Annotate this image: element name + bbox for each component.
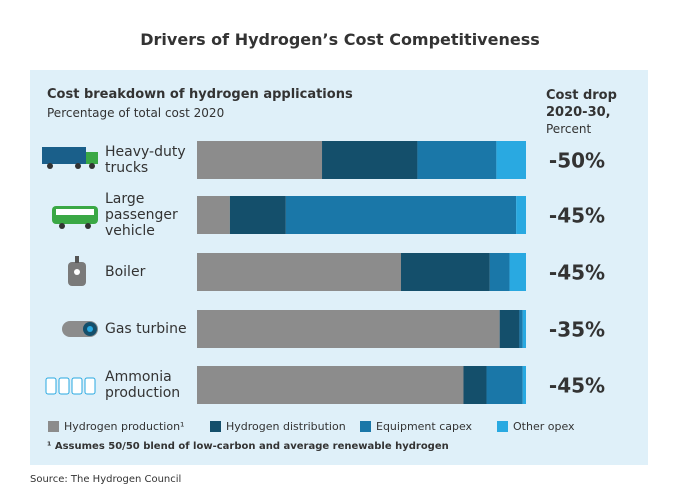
bar-segment	[522, 310, 526, 348]
bar-segment	[197, 196, 230, 234]
bar-segment	[496, 141, 526, 179]
cost-drop-label: -45%	[549, 374, 605, 398]
bar-segment	[197, 366, 464, 404]
legend-swatch	[210, 421, 221, 432]
truck-icon	[42, 147, 98, 169]
category-label: Boiler	[105, 264, 146, 280]
subtitle: Percentage of total cost 2020	[47, 106, 225, 120]
bar-segment	[197, 310, 500, 348]
cost-drop-title: Cost drop 2020-30,	[546, 88, 617, 120]
bar-segment	[322, 141, 418, 179]
bar-segment	[509, 253, 526, 291]
turbine-icon	[62, 321, 98, 337]
legend-swatch	[48, 421, 59, 432]
category-label: Heavy-duty trucks	[105, 144, 186, 176]
bar-segment	[400, 253, 490, 291]
legend-label: Hydrogen production¹	[64, 420, 184, 433]
bar-segment	[519, 310, 523, 348]
footnote: ¹ Assumes 50/50 blend of low-carbon and …	[47, 441, 449, 452]
bar-segment	[463, 366, 487, 404]
bar-segment	[229, 196, 286, 234]
chart-title: Drivers of Hydrogen’s Cost Competitivene…	[140, 30, 540, 49]
category-label: Gas turbine	[105, 321, 187, 337]
ammonia-icon	[45, 377, 96, 395]
bus-icon	[52, 206, 98, 229]
bar-segment	[516, 196, 526, 234]
legend-swatch	[360, 421, 371, 432]
cost-drop-label: -45%	[549, 261, 605, 285]
category-label: Large passenger vehicle	[105, 191, 178, 239]
legend-label: Hydrogen distribution	[226, 420, 346, 433]
cost-drop-label: -45%	[549, 204, 605, 228]
bar-segment	[197, 253, 401, 291]
source: Source: The Hydrogen Council	[30, 474, 182, 485]
bar-segment	[499, 310, 520, 348]
legend-swatch	[497, 421, 508, 432]
cost-drop-subtitle: Percent	[546, 122, 592, 136]
category-label: Ammonia production	[105, 369, 181, 401]
bar-segment	[486, 366, 523, 404]
bar-segment	[197, 141, 323, 179]
bar-segment	[285, 196, 517, 234]
legend-label: Equipment capex	[376, 420, 473, 433]
heading: Cost breakdown of hydrogen applications	[47, 87, 353, 102]
bar-segment	[522, 366, 526, 404]
bar-segment	[489, 253, 510, 291]
cost-drop-label: -50%	[549, 149, 605, 173]
bar-segment	[417, 141, 497, 179]
boiler-icon	[68, 256, 86, 286]
legend-label: Other opex	[513, 420, 575, 433]
cost-drop-label: -35%	[549, 318, 605, 342]
